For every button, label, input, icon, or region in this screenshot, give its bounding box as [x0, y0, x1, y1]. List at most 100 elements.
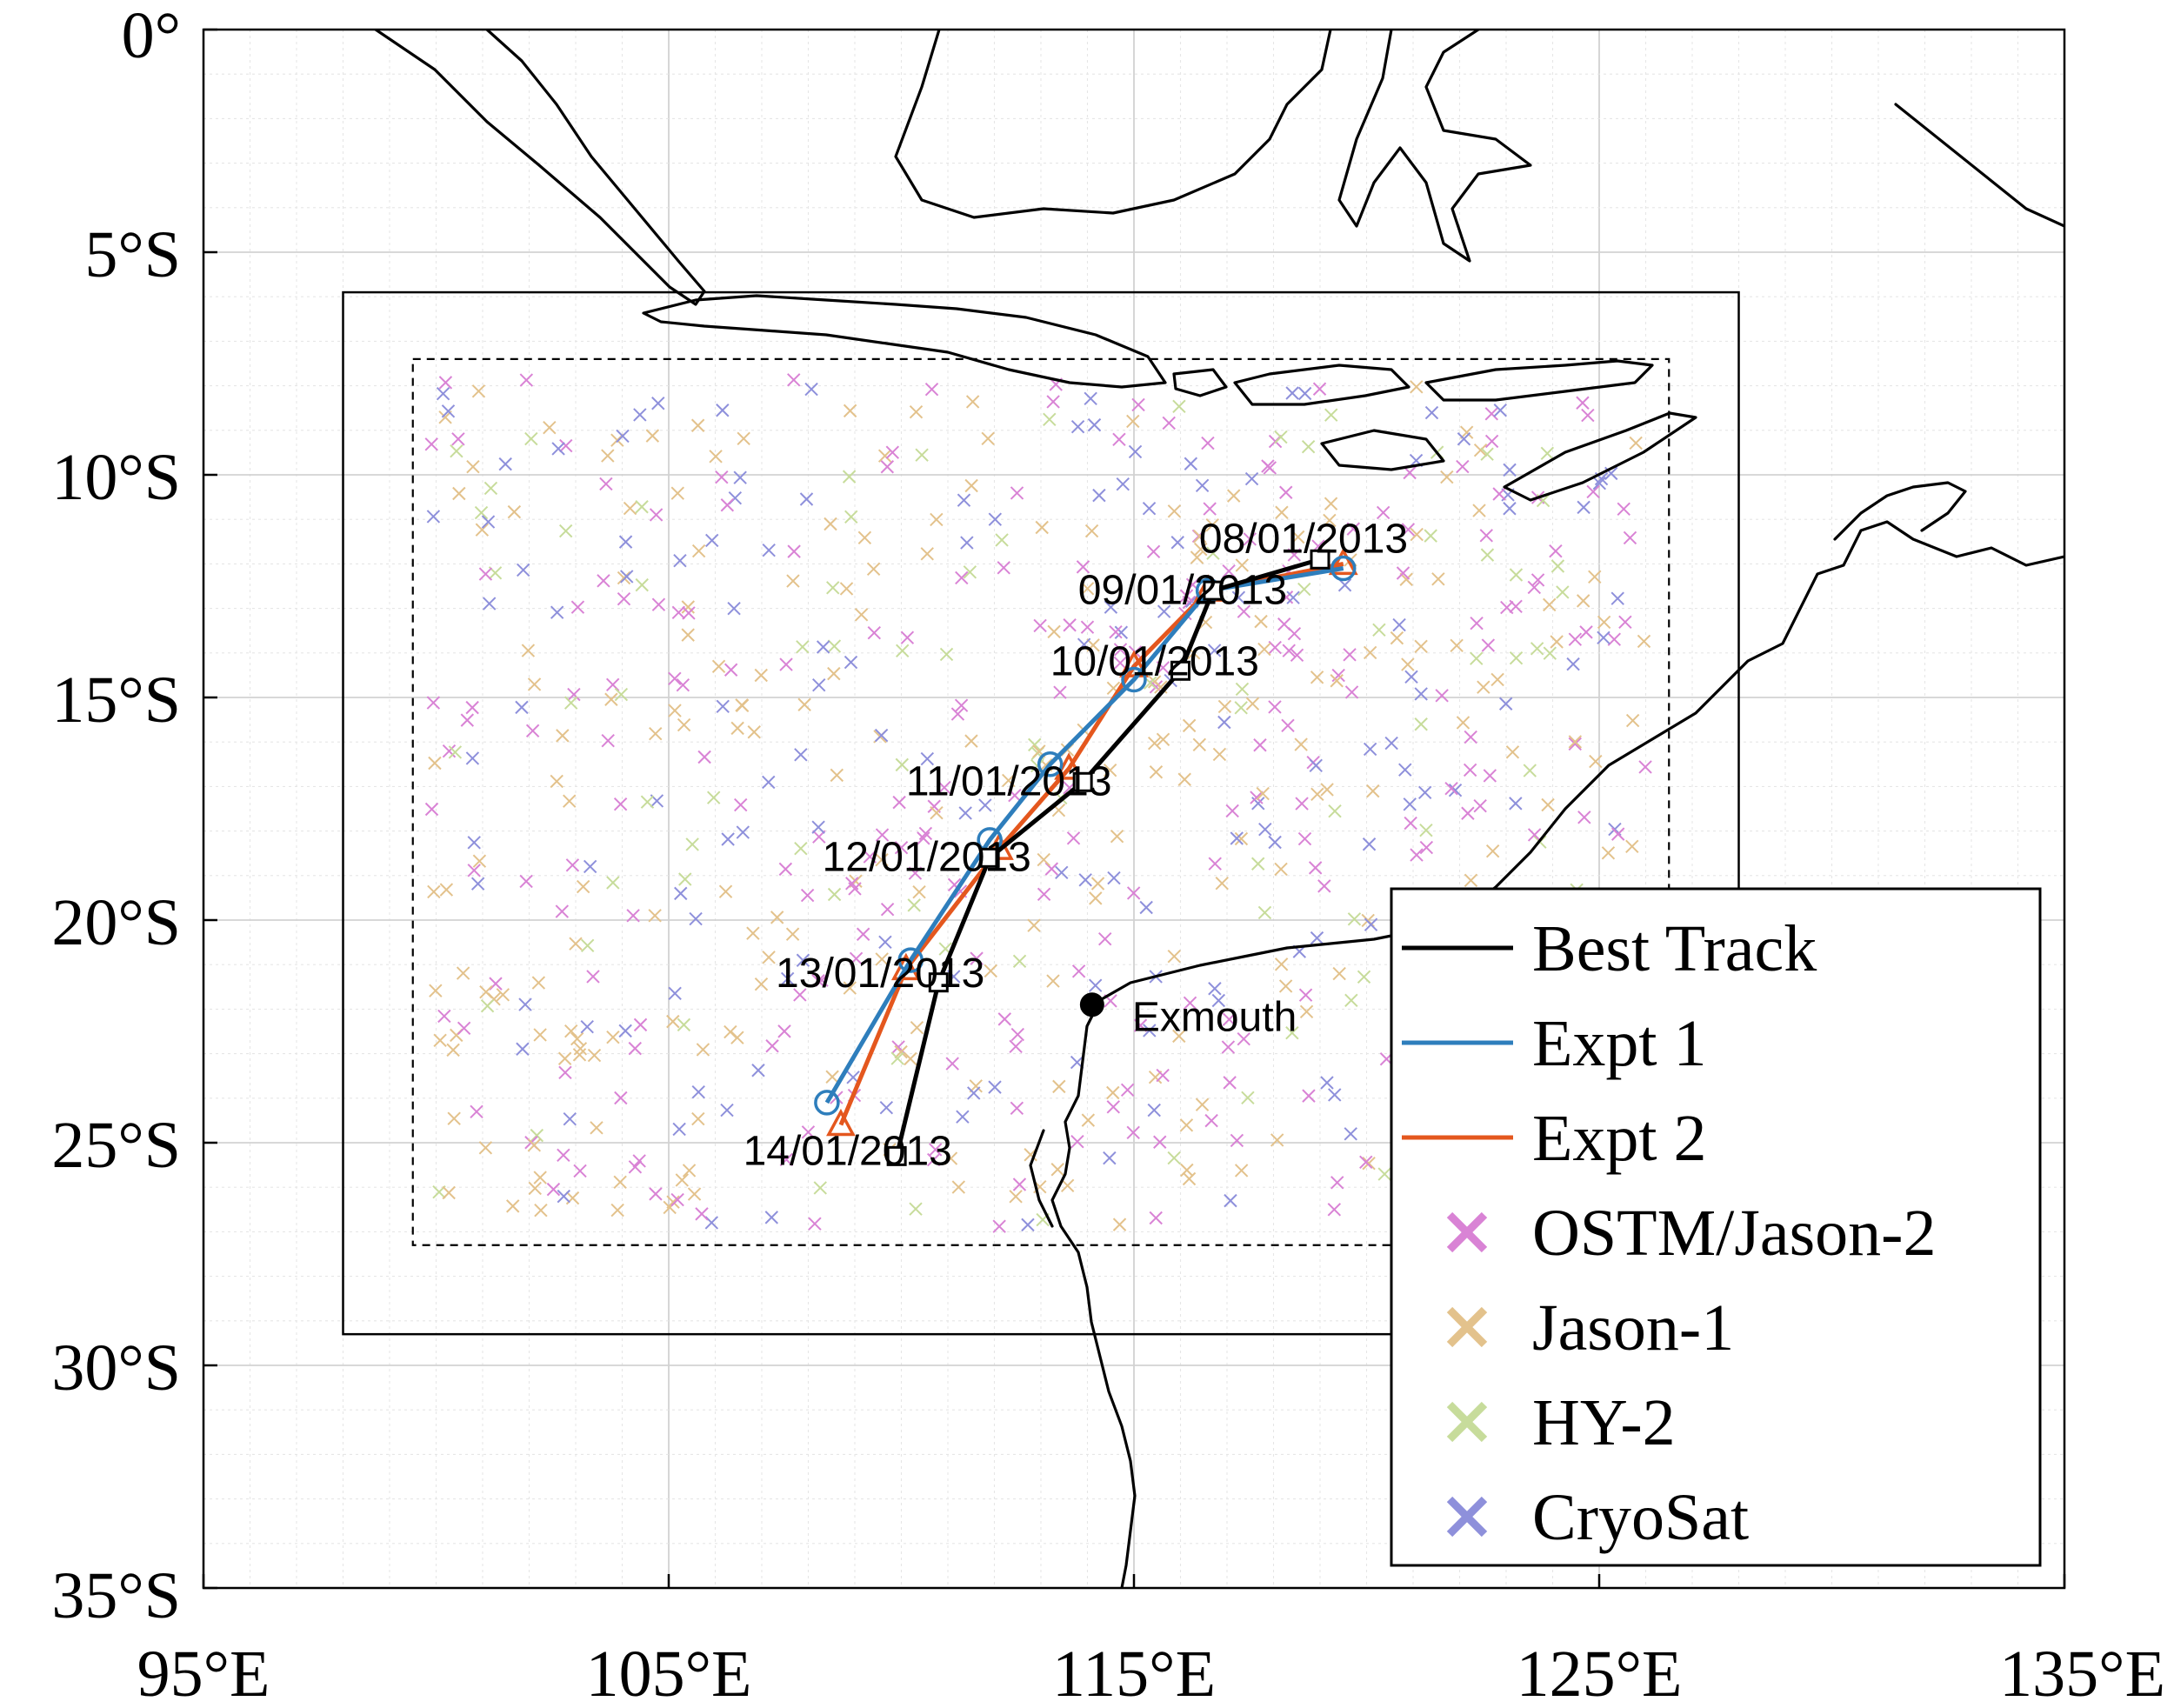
- altimeter-cross: [1167, 1151, 1181, 1165]
- altimeter-cross: [470, 1104, 483, 1119]
- altimeter-cross: [1250, 857, 1265, 871]
- altimeter-cross: [1081, 1113, 1096, 1127]
- altimeter-cross: [904, 1051, 917, 1066]
- altimeter-cross: [613, 1175, 627, 1190]
- altimeter-cross: [1398, 763, 1412, 777]
- altimeter-cross: [1623, 530, 1637, 545]
- altimeter-cross: [1221, 1040, 1236, 1054]
- altimeter-cross: [1332, 966, 1346, 981]
- altimeter-cross: [1589, 754, 1603, 769]
- altimeter-cross: [1126, 1125, 1140, 1140]
- altimeter-cross: [1275, 505, 1289, 519]
- altimeter-cross: [1037, 852, 1050, 867]
- altimeter-cross: [1527, 828, 1542, 842]
- altimeter-cross: [1473, 443, 1488, 457]
- legend-cross: [1446, 1306, 1488, 1348]
- altimeter-cross: [1625, 839, 1639, 854]
- altimeter-cross: [716, 404, 730, 417]
- altimeter-cross: [1541, 797, 1555, 812]
- altimeter-cross: [1193, 530, 1207, 544]
- altimeter-cross: [1234, 831, 1249, 846]
- altimeter-cross: [519, 373, 534, 387]
- legend-label: Expt 1: [1532, 1007, 1707, 1080]
- altimeter-cross: [1543, 597, 1557, 612]
- altimeter-cross: [670, 1192, 684, 1207]
- y-tick-label: 10°S: [51, 441, 181, 514]
- altimeter-cross: [1282, 644, 1296, 657]
- altimeter-cross: [793, 988, 807, 1002]
- altimeter-cross: [424, 437, 438, 451]
- altimeter-cross: [426, 510, 441, 524]
- altimeter-cross: [981, 431, 995, 446]
- altimeter-cross: [1021, 1218, 1035, 1232]
- altimeter-cross: [1480, 447, 1494, 461]
- altimeter-cross: [1208, 857, 1222, 871]
- altimeter-cross: [1399, 572, 1413, 586]
- altimeter-cross: [651, 597, 666, 611]
- altimeter-cross: [1237, 604, 1251, 618]
- altimeter-cross: [706, 791, 721, 804]
- altimeter-cross: [460, 713, 475, 727]
- altimeter-cross: [1448, 783, 1463, 797]
- altimeter-cross: [1366, 784, 1380, 798]
- altimeter-cross: [1207, 644, 1222, 657]
- altimeter-cross: [428, 756, 442, 771]
- altimeter-cross: [909, 1202, 923, 1216]
- altimeter-cross: [1060, 1178, 1075, 1193]
- altimeter-cross: [675, 1173, 690, 1187]
- altimeter-cross: [1592, 476, 1606, 490]
- altimeter-cross: [988, 1080, 1002, 1094]
- altimeter-cross: [1417, 785, 1432, 800]
- altimeter-cross: [681, 628, 695, 642]
- altimeter-cross: [997, 561, 1010, 575]
- altimeter-cross: [894, 840, 909, 855]
- altimeter-cross: [970, 951, 984, 965]
- altimeter-cross: [724, 1024, 737, 1039]
- altimeter-cross: [1201, 436, 1215, 450]
- altimeter-cross: [1473, 799, 1487, 813]
- altimeter-cross: [1084, 524, 1099, 538]
- altimeter-cross: [1588, 570, 1602, 584]
- altimeter-cross: [1146, 544, 1161, 559]
- altimeter-cross: [892, 795, 906, 810]
- altimeter-cross: [1464, 730, 1477, 744]
- altimeter-cross: [920, 751, 935, 766]
- altimeter-cross: [965, 395, 980, 409]
- y-tick-label: 15°S: [51, 664, 181, 737]
- altimeter-cross: [1180, 1163, 1194, 1178]
- altimeter-cross: [1217, 715, 1231, 730]
- altimeter-cross: [635, 577, 649, 592]
- altimeter-cross: [506, 1199, 520, 1213]
- altimeter-cross: [633, 1017, 648, 1032]
- track-marker-square: [1203, 580, 1224, 601]
- altimeter-cross: [1363, 742, 1377, 757]
- altimeter-cross: [1172, 399, 1186, 414]
- altimeter-cross: [691, 544, 706, 558]
- altimeter-cross: [682, 606, 696, 620]
- y-tick-label: 25°S: [51, 1109, 181, 1182]
- altimeter-cross: [530, 1128, 544, 1143]
- altimeter-cross: [580, 938, 595, 953]
- altimeter-cross: [1106, 1100, 1120, 1114]
- x-tick-label: 105°E: [586, 1638, 752, 1708]
- altimeter-cross: [796, 953, 810, 967]
- altimeter-cross: [1328, 1088, 1342, 1102]
- altimeter-cross: [557, 1051, 572, 1065]
- altimeter-cross: [1483, 769, 1497, 783]
- altimeter-cross: [1274, 957, 1289, 971]
- altimeter-cross: [1610, 591, 1624, 605]
- altimeter-cross: [1204, 1113, 1218, 1128]
- altimeter-cross: [533, 1171, 547, 1184]
- altimeter-cross: [1298, 988, 1313, 1002]
- altimeter-cross: [1182, 1171, 1197, 1186]
- altimeter-cross: [648, 909, 662, 923]
- altimeter-cross: [1092, 488, 1106, 503]
- altimeter-cross: [1290, 530, 1305, 544]
- altimeter-cross: [705, 533, 719, 548]
- altimeter-cross: [787, 544, 801, 558]
- altimeter-cross: [1505, 745, 1520, 759]
- altimeter-cross: [1347, 912, 1362, 926]
- altimeter-cross: [842, 470, 857, 484]
- altimeter-cross: [1440, 470, 1454, 484]
- altimeter-cross: [632, 1154, 646, 1168]
